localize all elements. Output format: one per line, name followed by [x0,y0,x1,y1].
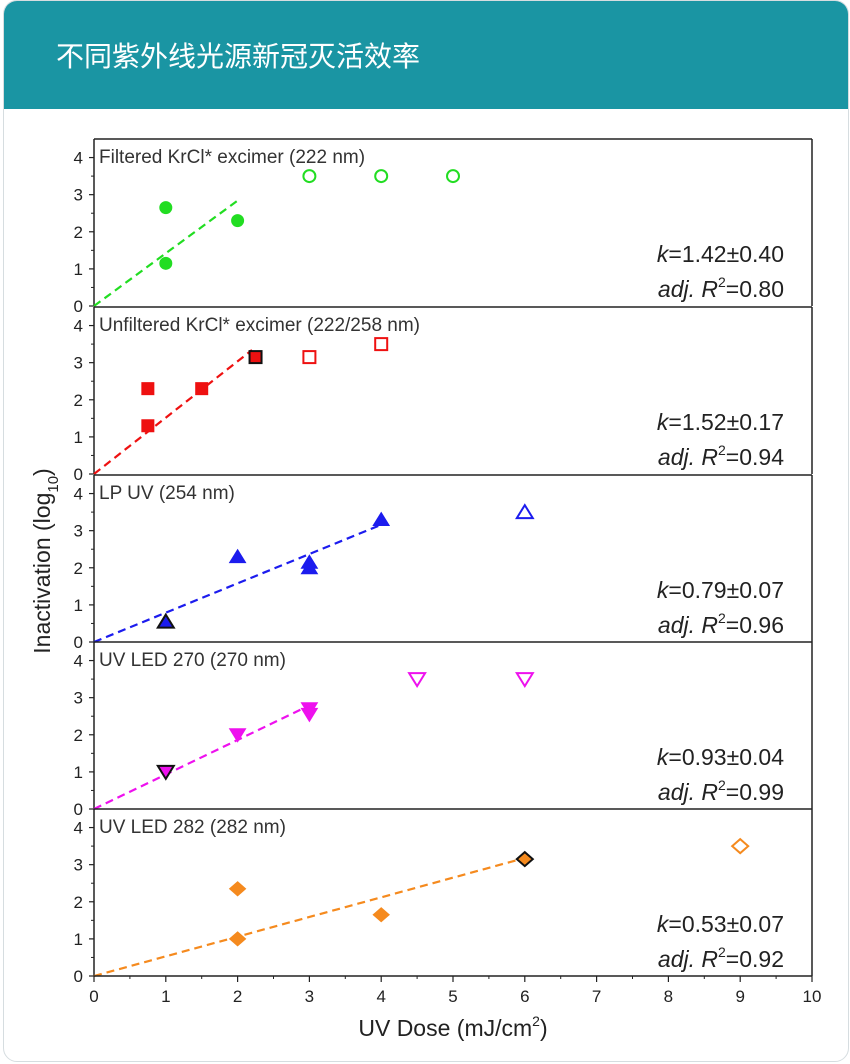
y-tick-label: 2 [74,391,83,410]
data-point-open [302,350,317,365]
x-tick-label: 2 [233,987,242,1006]
y-tick-label: 4 [74,317,83,336]
data-point-open [374,169,389,184]
fit-line [93,704,310,810]
y-tick-label: 2 [74,726,83,745]
data-point-filled [228,728,247,743]
stat-r2: adj. R2=0.96 [658,610,784,638]
fit-line [93,523,382,644]
data-point-filled [228,931,247,947]
x-tick-label: 4 [376,987,385,1006]
card-header: 不同紫外线光源新冠灭活效率 [4,1,848,109]
chart-area: 0 1 2 3 4 Filtered KrCl* excimer (222 nm) k=1.… [4,109,848,1059]
panel-title: Unfiltered KrCl* excimer (222/258 nm) [99,315,420,336]
chart-svg: 0 1 2 3 4 Filtered KrCl* excimer (222 nm) k=1.… [29,138,822,1041]
panel-title: UV LED 270 (270 nm) [99,650,286,671]
y-tick-label: 2 [74,559,83,578]
y-tick-label: 1 [74,930,83,949]
y-tick-label: 3 [74,522,83,541]
y-tick-label: 0 [74,633,83,652]
data-point-open [515,503,535,520]
data-point-open [302,169,317,184]
chart-panel: 0 1 2 3 4 LP UV (254 nm) k=0.79±0.07 adj. R2=0.… [74,474,813,652]
y-tick-label: 2 [74,223,83,242]
data-point-open [446,169,460,184]
x-axis-label: UV Dose (mJ/cm2) [358,1013,547,1041]
x-tick-label: 5 [448,987,457,1006]
x-tick-label: 9 [735,987,744,1006]
stat-r2: adj. R2=0.99 [658,777,784,805]
stat-k: k=1.42±0.40 [657,241,784,267]
data-point-filled [300,559,319,575]
y-tick-label: 1 [74,763,83,782]
figure-card: 不同紫外线光源新冠灭活效率 0 1 2 3 4 Filtered KrCl* excime… [3,0,849,1062]
data-point-filled [159,256,173,270]
data-point-filled [300,707,319,723]
y-tick-label: 0 [74,297,83,316]
y-tick-label: 0 [74,800,83,819]
data-point-filled [141,419,155,433]
data-point-filled [195,382,209,396]
data-point-open [407,672,427,689]
x-tick-label: 10 [803,987,822,1006]
y-tick-label: 4 [74,652,83,671]
data-point-filled [159,201,173,215]
y-tick-label: 4 [74,149,83,168]
data-point-open [730,837,750,855]
data-point-filled [231,214,245,228]
x-tick-label: 1 [161,987,170,1006]
stat-k: k=1.52±0.17 [657,409,784,435]
data-point-outlined [156,764,176,781]
data-point-outlined [248,350,263,365]
y-tick-label: 2 [74,893,83,912]
chart-panel: 0 1 2 3 4 UV LED 270 (270 nm) k=0.93±0.04 adj. … [74,641,813,819]
x-tick-label: 7 [592,987,601,1006]
y-tick-label: 3 [74,186,83,205]
chart-panel: 0 1 2 3 4 Unfiltered KrCl* excimer (222/258 n… [74,306,813,484]
stat-k: k=0.53±0.07 [657,911,784,937]
x-tick-label: 0 [89,987,98,1006]
data-point-filled [141,382,155,396]
fit-line [93,349,253,475]
card-title: 不同紫外线光源新冠灭活效率 [56,40,421,73]
panel-title: UV LED 282 (282 nm) [99,817,286,838]
y-tick-label: 4 [74,819,83,838]
panel-title: Filtered KrCl* excimer (222 nm) [99,147,365,168]
y-tick-label: 4 [74,485,83,504]
y-tick-label: 1 [74,428,83,447]
y-axis-label: Inactivation (log10) [29,468,62,653]
x-tick-label: 8 [664,987,673,1006]
data-point-open [515,672,535,689]
data-point-outlined [156,612,176,629]
stat-r2: adj. R2=0.92 [658,944,784,972]
x-tick-label: 6 [520,987,529,1006]
stat-k: k=0.93±0.04 [657,744,784,770]
y-tick-label: 0 [74,465,83,484]
stat-k: k=0.79±0.07 [657,577,784,603]
chart-panel: 0 1 2 3 4 Filtered KrCl* excimer (222 nm) k=1.… [74,138,813,316]
y-tick-label: 3 [74,689,83,708]
x-tick-label: 3 [305,987,314,1006]
fit-line [93,199,239,307]
y-tick-label: 0 [74,967,83,986]
y-tick-label: 1 [74,260,83,279]
data-point-open [374,337,389,352]
data-point-filled [372,511,391,527]
y-tick-label: 3 [74,354,83,373]
stat-r2: adj. R2=0.80 [658,274,784,302]
data-point-filled [228,881,247,897]
data-point-filled [228,548,247,564]
chart-panel: 0 1 2 3 4 UV LED 282 (282 nm) k=0.53±0.07 adj. … [74,808,813,986]
panel-title: LP UV (254 nm) [99,483,235,504]
fit-line [93,856,526,978]
y-tick-label: 1 [74,596,83,615]
stat-r2: adj. R2=0.94 [658,442,784,470]
y-tick-label: 3 [74,856,83,875]
data-point-filled [372,907,390,923]
data-point-outlined [515,850,535,868]
